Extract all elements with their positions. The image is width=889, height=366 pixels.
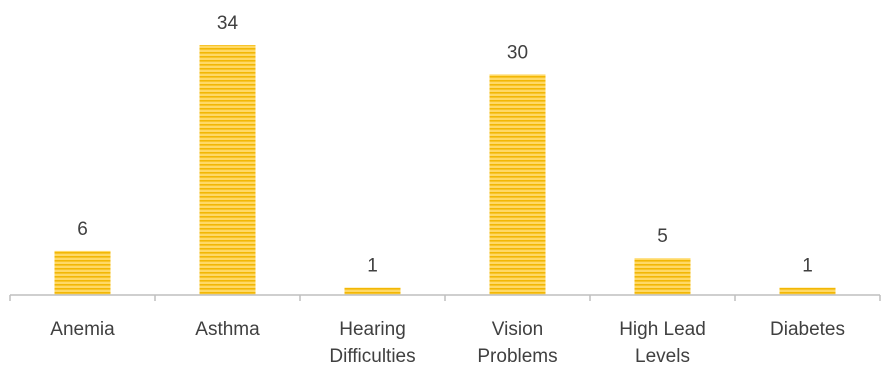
x-axis — [9, 294, 881, 301]
data-label: 6 — [77, 219, 88, 240]
x-tick-label: Anemia — [50, 319, 115, 340]
x-tick-label: High Lead Levels — [619, 319, 706, 366]
bars-group — [54, 45, 836, 295]
bar — [779, 287, 836, 295]
bar — [199, 45, 256, 295]
data-label: 34 — [217, 13, 239, 34]
x-tick-label: Hearing Difficulties — [329, 319, 415, 366]
data-label: 1 — [367, 256, 378, 277]
x-tick-label: Diabetes — [770, 319, 845, 340]
bar — [634, 258, 691, 295]
bar — [54, 250, 111, 295]
data-label: 1 — [802, 256, 813, 277]
data-label: 30 — [507, 42, 528, 63]
bar — [489, 74, 546, 295]
data-labels-group: 6 34 1 30 5 1 — [77, 13, 813, 277]
data-label: 5 — [657, 226, 668, 247]
x-tick-label: Asthma — [195, 319, 260, 340]
x-tick-label: Vision Problems — [477, 319, 557, 366]
category-labels-group: Anemia Asthma Hearing Difficulties Vision Pro… — [50, 319, 845, 366]
bar — [344, 287, 401, 295]
